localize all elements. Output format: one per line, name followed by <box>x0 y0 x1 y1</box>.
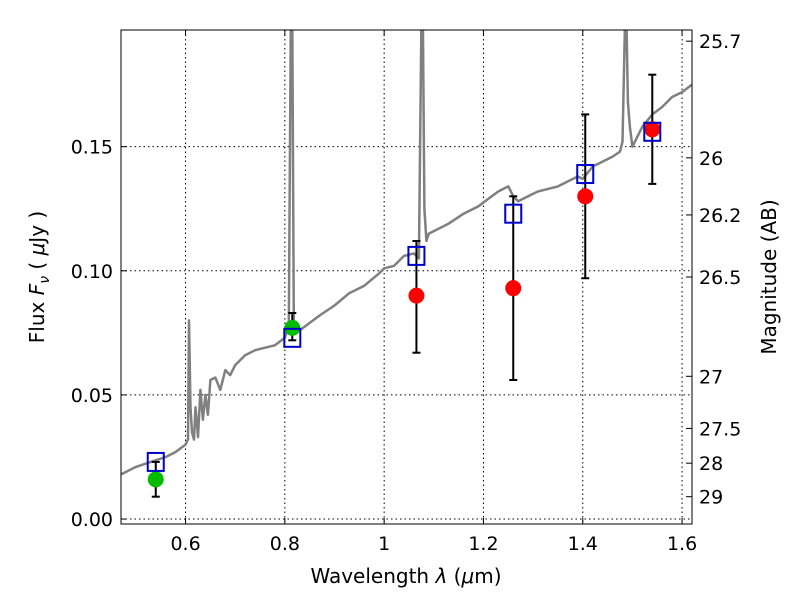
model-point <box>283 327 302 348</box>
y2-tick-label: 27 <box>699 366 723 388</box>
y2-tick-label: 26.5 <box>699 267 741 289</box>
y-tick-label: 0.15 <box>71 137 113 159</box>
y-tick-label: 0.10 <box>71 261 113 283</box>
spectrum-line <box>121 30 692 476</box>
x-tick-label: 1.6 <box>667 533 697 555</box>
observed-point <box>147 471 164 488</box>
y2-tick-label: 29 <box>699 487 723 509</box>
observed-point <box>408 287 425 304</box>
y2-tick-label: 26.2 <box>699 205 741 227</box>
plot-frame <box>120 29 693 525</box>
data-layer <box>121 30 692 498</box>
ticks: 0.6 0.8 1 1.2 1.4 1.6 0.00 0.05 0.10 0.15 25.7 26 26… <box>71 30 741 555</box>
y2-tick-label: 25.7 <box>699 31 741 53</box>
x-axis-label: Wavelength λ (μm) <box>310 564 501 588</box>
observed-point <box>577 188 594 205</box>
x-tick-label: 1 <box>378 533 390 555</box>
y-tick-label: 0.00 <box>71 509 113 531</box>
x-tick-label: 1.4 <box>568 533 598 555</box>
model-point <box>407 245 426 266</box>
y2-tick-label: 27.5 <box>699 418 741 440</box>
y2-tick-label: 28 <box>699 453 723 475</box>
model-point <box>576 163 595 184</box>
x-tick-label: 0.6 <box>170 533 200 555</box>
model-point <box>504 203 523 224</box>
observed-point <box>644 121 661 138</box>
y-tick-label: 0.05 <box>71 385 113 407</box>
model-point <box>146 451 165 472</box>
x-tick-label: 0.8 <box>270 533 300 555</box>
y-axis-label: Flux Fν ( μJy ) <box>25 211 53 343</box>
observed-point <box>505 280 522 297</box>
x-tick-label: 1.2 <box>468 533 498 555</box>
grid <box>121 30 692 524</box>
y2-axis-label: Magnitude (AB) <box>757 199 781 354</box>
y2-tick-label: 26 <box>699 148 723 170</box>
model-point <box>643 121 662 142</box>
